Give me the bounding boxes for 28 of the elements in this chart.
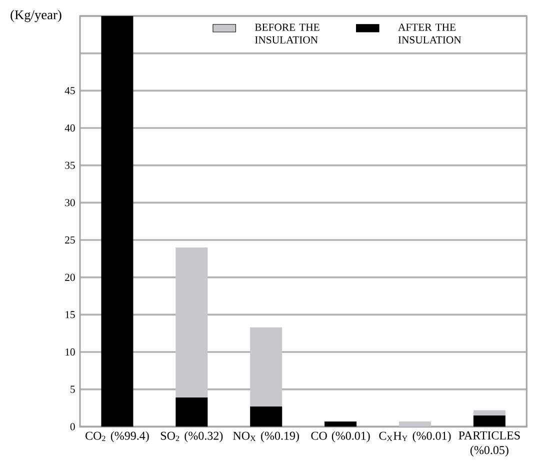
y-axis-title: (Kg/year) — [10, 10, 62, 22]
bar — [473, 410, 506, 416]
y-tick-label: 40 — [64, 124, 75, 132]
bar — [473, 415, 506, 427]
bar — [101, 16, 134, 427]
x-tick-label: CO$_{2}$ (%99.4) — [86, 431, 149, 442]
x-tick-label: C$_{X}$H$_{Y}$ (%0.01) — [379, 431, 451, 442]
bar — [176, 247, 208, 398]
y-tick-label: 30 — [65, 199, 75, 206]
y-tick-label: 20 — [65, 274, 75, 281]
y-tick-label: 35 — [65, 162, 75, 169]
y-tick-label: 25 — [65, 236, 75, 244]
bar — [250, 327, 282, 407]
y-tick-label: 15 — [66, 311, 75, 318]
x-tick-label: SO$_{2}$ (%0.32) — [160, 431, 223, 442]
bar — [176, 398, 208, 427]
x-tick-label: PARTICLES (%0.05) — [458, 431, 520, 457]
x-tick-label: NO$_{X}$ (%0.19) — [233, 431, 299, 442]
bar — [324, 421, 357, 427]
bar — [398, 421, 431, 427]
legend-label: AFTER THE INSULATION — [398, 24, 462, 44]
y-tick-label: 45 — [64, 87, 75, 94]
x-tick-label: CO (%0.01) — [311, 431, 370, 442]
y-tick-label: 10 — [66, 348, 75, 356]
legend-label: BEFORE THE INSULATION — [254, 24, 320, 44]
y-tick-label: 0 — [70, 423, 75, 430]
bar — [250, 406, 282, 427]
y-tick-label: 5 — [70, 386, 75, 393]
